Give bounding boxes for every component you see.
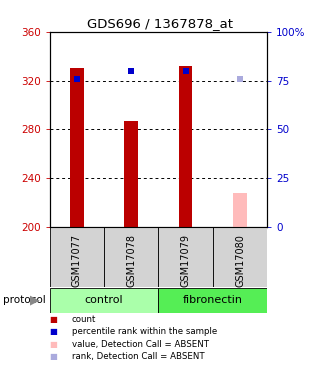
Text: control: control (85, 296, 123, 305)
Point (129, 68, 134, 74)
Text: value, Detection Call = ABSENT: value, Detection Call = ABSENT (72, 340, 209, 349)
Text: GSM17077: GSM17077 (72, 234, 82, 287)
Bar (179, 66, 192, 227)
Text: percentile rank within the sample: percentile rank within the sample (72, 327, 217, 336)
Text: fibronectin: fibronectin (183, 296, 243, 305)
Bar (158, 227, 213, 287)
Text: ■: ■ (50, 352, 58, 361)
Text: GSM17079: GSM17079 (180, 234, 191, 287)
Point (183, 68, 188, 74)
Point (74, 76, 79, 82)
Bar (158, 288, 267, 313)
Text: ■: ■ (50, 327, 58, 336)
Bar (50, 288, 158, 313)
Bar (50, 227, 104, 287)
Bar (124, 121, 138, 227)
Text: ■: ■ (50, 315, 58, 324)
Bar (70, 68, 84, 227)
Text: GSM17080: GSM17080 (235, 234, 245, 287)
Bar (213, 227, 267, 287)
Text: count: count (72, 315, 96, 324)
Text: GSM17078: GSM17078 (126, 234, 136, 287)
Bar (104, 227, 158, 287)
Bar (233, 193, 247, 227)
Text: ▶: ▶ (30, 294, 39, 307)
Text: protocol: protocol (3, 296, 46, 305)
Point (237, 76, 243, 82)
Text: ■: ■ (50, 340, 58, 349)
Text: rank, Detection Call = ABSENT: rank, Detection Call = ABSENT (72, 352, 204, 361)
Text: GDS696 / 1367878_at: GDS696 / 1367878_at (87, 17, 233, 30)
